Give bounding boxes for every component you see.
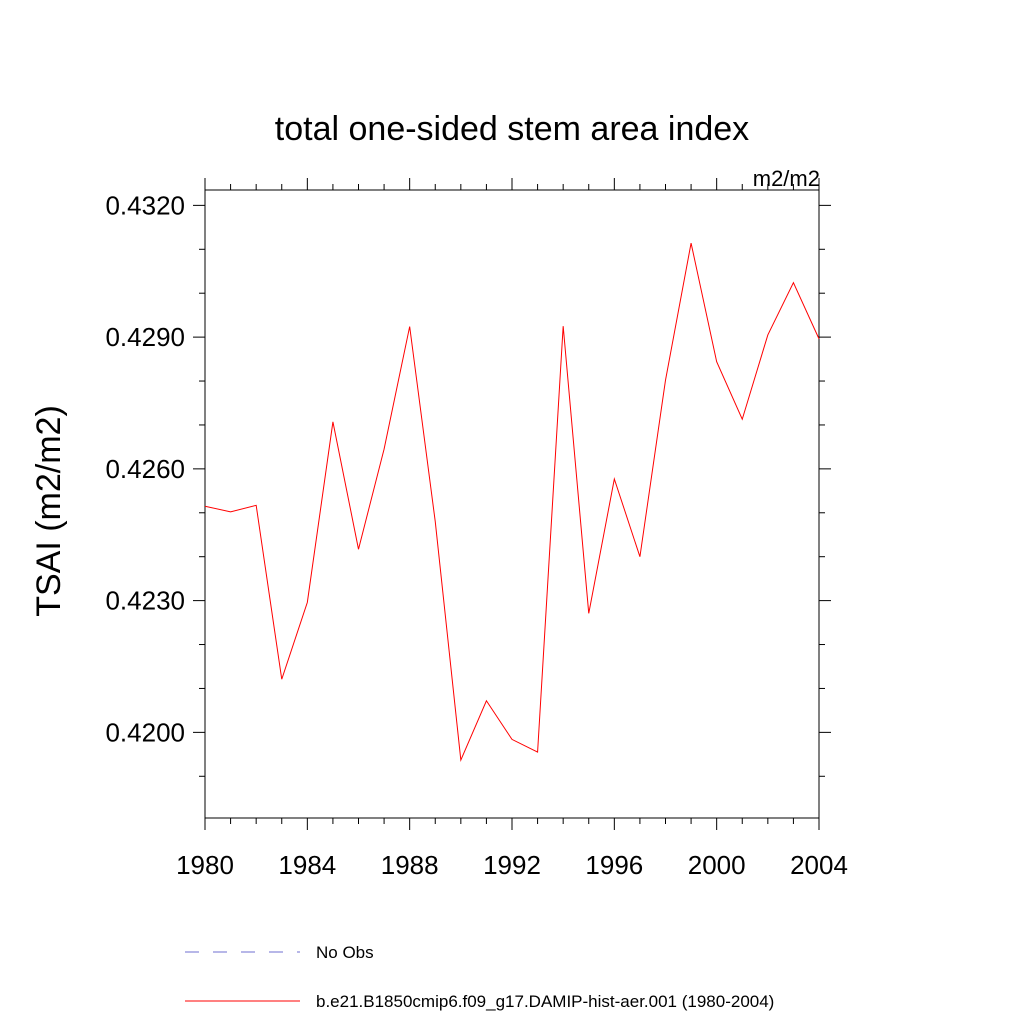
x-tick-label: 2000: [688, 850, 746, 880]
x-tick-label: 1980: [176, 850, 234, 880]
y-axis-label: TSAI (m2/m2): [30, 405, 68, 617]
y-tick-label: 0.4260: [105, 454, 185, 484]
x-tick-label: 2004: [790, 850, 848, 880]
y-tick-label: 0.4230: [105, 586, 185, 616]
y-tick-label: 0.4200: [105, 717, 185, 747]
series-line: [204, 243, 820, 762]
y-tick-label: 0.4320: [105, 190, 185, 220]
series-layer: [204, 243, 820, 762]
plot-frame: [204, 189, 820, 819]
legend-label: b.e21.B1850cmip6.f09_g17.DAMIP-hist-aer.…: [316, 992, 774, 1011]
units-label: m2/m2: [753, 166, 820, 191]
x-tick-label: 1996: [585, 850, 643, 880]
x-axis-ticks: 1980 1984 1988 1992 1996 2000 2004: [176, 178, 848, 880]
y-axis-ticks: 0.4200 0.4230 0.4260 0.4290 0.4320: [105, 190, 831, 777]
legend-label: No Obs: [316, 943, 374, 962]
y-tick-label: 0.4290: [105, 322, 185, 352]
chart-title: total one-sided stem area index: [275, 110, 749, 148]
x-tick-label: 1992: [483, 850, 541, 880]
x-tick-label: 1984: [278, 850, 336, 880]
x-tick-label: 1988: [381, 850, 439, 880]
legend: No Obs b.e21.B1850cmip6.f09_g17.DAMIP-his…: [185, 943, 774, 1011]
